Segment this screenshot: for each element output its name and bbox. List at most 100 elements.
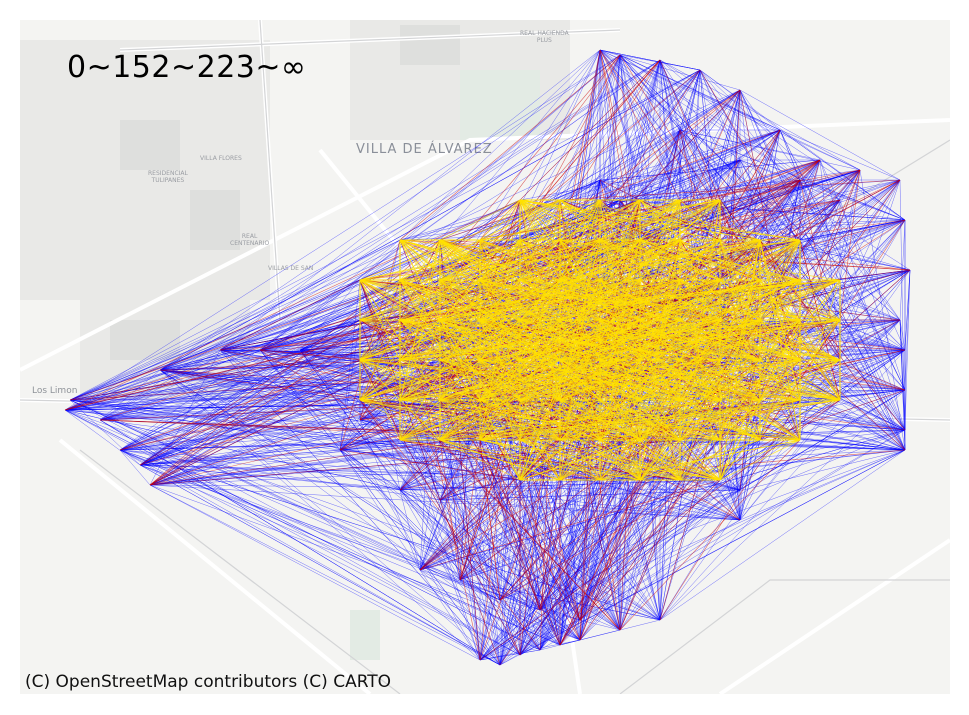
flow-line	[579, 479, 721, 621]
flow-line	[799, 269, 911, 321]
flow-line	[149, 359, 361, 486]
flow-line	[479, 54, 621, 241]
flow-line	[69, 399, 681, 481]
place-label-los-limones: Los Limon	[32, 386, 78, 396]
flow-line	[739, 159, 906, 221]
flow-line	[64, 409, 401, 491]
flow-line	[759, 169, 861, 401]
flow-line	[499, 399, 841, 601]
flow-line	[659, 449, 906, 621]
flow-line	[599, 49, 681, 201]
flow-line	[759, 159, 821, 241]
flow-line	[359, 279, 401, 321]
flow-line	[399, 489, 561, 646]
flow-line	[759, 239, 906, 451]
flow-line	[64, 409, 541, 651]
flow-line	[159, 369, 481, 661]
flow-line	[499, 429, 906, 666]
flow-line	[779, 129, 901, 181]
flow-line	[99, 319, 401, 421]
flow-line	[619, 54, 861, 171]
flow-line	[559, 239, 761, 646]
flow-line	[759, 169, 861, 281]
flow-line	[119, 449, 521, 656]
flow-line	[149, 484, 501, 666]
place-label-villa-flores: VILLA FLORES	[200, 155, 242, 162]
flow-line	[599, 199, 721, 241]
flow-line	[799, 279, 841, 401]
flow-line	[719, 179, 901, 241]
place-label-real-hacienda: REAL HACIENDA PLUS	[520, 30, 569, 44]
flow-line	[149, 279, 441, 486]
flow-line	[219, 239, 401, 351]
flow-line	[539, 359, 681, 611]
flow-line	[659, 489, 741, 621]
flow-line	[599, 399, 721, 441]
flow-line	[479, 439, 541, 611]
flow-line	[439, 439, 621, 631]
flow-line	[139, 464, 541, 611]
flow-line	[439, 319, 561, 441]
flow-line	[739, 449, 906, 521]
flow-group-short	[359, 199, 841, 481]
flow-line	[699, 69, 721, 201]
flow-line	[599, 49, 781, 131]
flow-line	[459, 389, 906, 581]
flow-line	[479, 319, 761, 441]
flow-line	[839, 199, 906, 391]
flow-line	[439, 399, 621, 631]
flow-line	[64, 409, 661, 621]
flow-line	[159, 54, 621, 371]
flow-line	[679, 159, 821, 201]
flow-line	[139, 319, 361, 466]
flow-line	[159, 349, 221, 371]
flow-line	[759, 389, 906, 441]
flow-line	[539, 449, 906, 611]
flow-line	[359, 399, 441, 501]
flow-line	[719, 439, 801, 481]
flow-line	[719, 169, 861, 281]
place-label-villa-de-alvarez: VILLA DE ÁLVAREZ	[356, 142, 493, 157]
flow-line	[119, 449, 501, 666]
flow-line	[139, 464, 401, 491]
flow-line	[359, 279, 481, 321]
flow-line	[479, 319, 906, 451]
flow-line	[399, 479, 601, 491]
flow-line	[149, 199, 621, 486]
flow-line	[899, 319, 906, 391]
flow-line	[139, 464, 501, 666]
flow-line	[159, 59, 661, 371]
flow-line	[139, 464, 561, 646]
flow-line	[139, 199, 521, 466]
flow-line	[64, 319, 441, 411]
flow-line	[419, 349, 906, 571]
flow-line	[519, 69, 701, 321]
flow-line	[799, 179, 906, 431]
flow-line	[159, 199, 521, 371]
flow-line	[259, 59, 661, 351]
flow-line	[619, 439, 801, 631]
flow-line	[64, 54, 621, 411]
flow-line	[459, 439, 481, 581]
basemap	[20, 20, 950, 694]
flow-line	[559, 439, 681, 646]
flow-line	[119, 449, 151, 486]
range-legend-label: 0~152~223~∞	[67, 50, 307, 85]
flow-line	[559, 359, 721, 646]
flow-line	[69, 239, 401, 401]
flow-line	[439, 49, 601, 241]
flow-line	[479, 399, 841, 661]
flow-line	[159, 369, 341, 451]
flow-line	[559, 479, 641, 646]
flow-line	[359, 399, 541, 651]
flow-line	[339, 449, 481, 661]
flow-line	[64, 409, 141, 466]
flow-line	[659, 399, 801, 621]
flow-line	[599, 49, 761, 281]
place-label-residencial-tulipanes: RESIDENCIAL TULIPANES	[148, 170, 188, 184]
map-frame[interactable]: VILLA DE ÁLVAREZ REAL HACIENDA PLUS VILL…	[20, 20, 950, 694]
flow-line	[904, 269, 911, 351]
flow-line	[64, 369, 161, 411]
flow-line	[479, 319, 761, 361]
flow-line	[259, 279, 361, 351]
